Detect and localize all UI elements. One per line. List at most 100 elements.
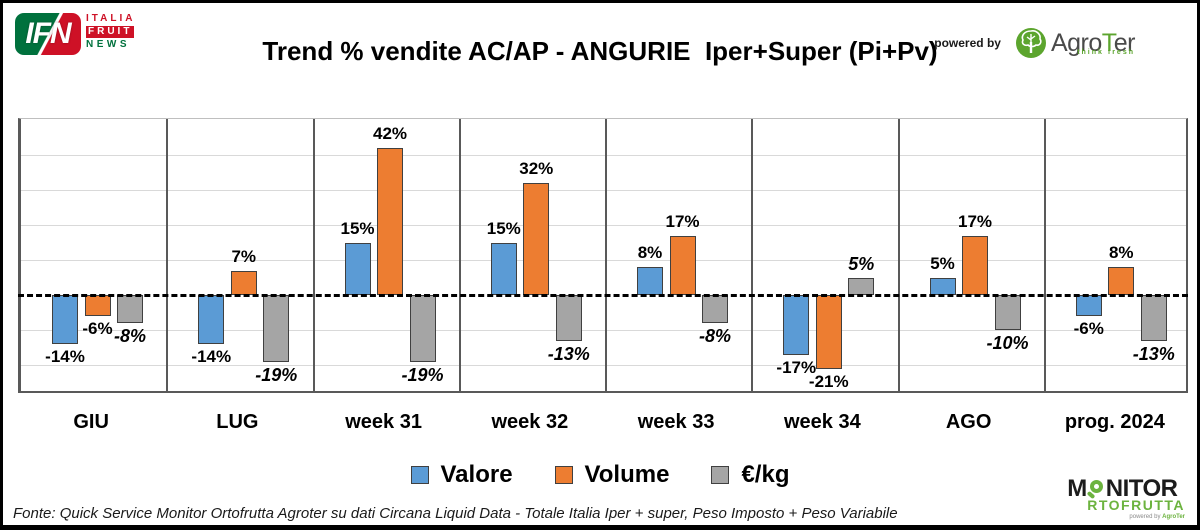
bar-value-label: 32% — [519, 159, 554, 178]
legend-label: €/kg — [741, 461, 790, 488]
bar-value-label: 15% — [340, 218, 375, 238]
bar-€/kg-week 31 — [409, 295, 436, 362]
legend-swatch — [554, 466, 573, 484]
bar-value-label: -21% — [808, 371, 849, 391]
agroter-word-er: er — [1113, 28, 1136, 57]
gridline-10 — [21, 260, 1186, 261]
panel-divider — [605, 119, 607, 391]
bar-value-label: -14% — [191, 347, 232, 366]
bar-value-label: -6% — [1073, 319, 1104, 338]
monitor-logo-powered: powered by AgroTer — [1129, 514, 1185, 520]
bar-value-label: 7% — [231, 246, 257, 266]
bar-value-label: 5% — [848, 253, 875, 274]
agroter-tagline: think fresh — [1077, 48, 1135, 56]
bar-value-label: -17% — [776, 357, 817, 377]
gridline--10 — [21, 330, 1186, 331]
monitor-logo-m: M — [1067, 475, 1087, 502]
bar-Valore-week 32 — [490, 242, 517, 295]
bar-value-label: -19% — [401, 364, 444, 385]
plot-area: -14% -14% 15% 15% 8% -17% 5% -6% -6% 7% 42% 32% 17% -… — [18, 118, 1188, 393]
panel-divider — [1043, 119, 1046, 391]
bar-Valore-week 33 — [637, 267, 663, 295]
bar-Volume-week 32 — [523, 183, 550, 295]
bar-value-label: -8% — [698, 326, 732, 346]
gridline--20 — [21, 365, 1186, 366]
panel-divider — [166, 119, 169, 391]
bar-value-label: 17% — [665, 211, 700, 231]
page-title: Trend % vendite AC/AP - ANGURIE Iper+Sup… — [262, 36, 938, 66]
legend-label: Valore — [440, 461, 513, 488]
bar-€/kg-GIU — [117, 295, 143, 323]
zero-line — [18, 294, 1188, 297]
bar-€/kg-LUG — [263, 295, 290, 362]
bar-Volume-LUG — [230, 270, 257, 295]
legend-label: Volume — [584, 461, 670, 488]
bar-value-label: -13% — [547, 343, 590, 364]
agroter-logo: AgroTer think fresh — [1015, 27, 1136, 59]
gridline-20 — [21, 225, 1186, 226]
ifn-logo-news: NEWS — [86, 39, 130, 50]
bar-Volume-AGO — [962, 235, 988, 295]
agroter-word-t: T — [1101, 28, 1115, 57]
bar-value-label: 17% — [957, 211, 993, 231]
monitor-ortofrutta-logo: M NITOR RTOFRUTTA powered by AgroTer — [1067, 477, 1185, 521]
gridline-40 — [21, 155, 1186, 156]
legend-swatch — [410, 466, 429, 484]
x-axis-label-week 34: week 34 — [784, 411, 861, 433]
ifn-logo-fruit: FRUIT — [86, 26, 135, 38]
panel-divider — [312, 119, 315, 391]
bar-value-label: -19% — [255, 364, 298, 385]
bar-value-label: 42% — [372, 124, 408, 143]
bar-value-label: 15% — [486, 218, 521, 238]
x-axis-label-week 33: week 33 — [637, 411, 715, 433]
bar-€/kg-prog. 2024 — [1140, 295, 1167, 341]
source-note: Fonte: Quick Service Monitor Ortofrutta … — [13, 505, 898, 522]
monitor-logo-line1: M NITOR — [1067, 477, 1185, 501]
legend-item-Valore: Valore — [410, 461, 513, 489]
bar-Volume-week 34 — [815, 295, 842, 369]
bar-Valore-AGO — [929, 277, 956, 295]
bar-value-label: -14% — [45, 347, 85, 366]
legend-item-€/kg: €/kg — [711, 461, 789, 489]
monitor-logo-nitor: NITOR — [1105, 475, 1178, 502]
ifn-logo: IFN ITALIA FRUIT NEWS — [15, 13, 135, 55]
bar-€/kg-AGO — [994, 295, 1021, 330]
powered-by-label: powered by — [934, 36, 1001, 50]
ifn-logo-text: ITALIA FRUIT NEWS — [86, 13, 135, 51]
bar-€/kg-week 33 — [702, 295, 728, 323]
bar-value-label: 8% — [637, 243, 663, 262]
panel-divider — [751, 119, 754, 391]
legend-item-Volume: Volume — [554, 461, 670, 489]
monitor-logo-line2: RTOFRUTTA — [1087, 497, 1185, 513]
x-axis-label-LUG: LUG — [216, 411, 259, 433]
bar-Valore-week 34 — [783, 295, 810, 355]
agroter-wordmark: AgroTer think fresh — [1051, 28, 1136, 57]
x-axis-labels: GIU LUG week 31 week 32 week 33 week 34 AGO pro… — [18, 411, 1188, 434]
bar-Valore-LUG — [198, 295, 225, 344]
magnifier-icon — [1086, 479, 1105, 499]
bar-value-label: -8% — [113, 326, 147, 346]
ifn-logo-badge: IFN — [15, 13, 81, 55]
x-axis-label-week 31: week 31 — [345, 411, 422, 433]
agroter-tree-icon — [1015, 28, 1046, 58]
bar-Volume-prog. 2024 — [1108, 267, 1135, 295]
bar-value-label: -10% — [986, 333, 1029, 353]
bar-€/kg-week 32 — [555, 295, 582, 341]
bar-value-label: 8% — [1108, 243, 1134, 262]
ifn-logo-italia: ITALIA — [86, 13, 136, 24]
bar-Valore-prog. 2024 — [1075, 295, 1102, 316]
powered-by-block: powered by AgroTer think fresh — [934, 27, 1136, 59]
bar-value-label: -6% — [82, 319, 113, 338]
bar-value-label: 5% — [930, 253, 955, 273]
bar-value-label: -13% — [1132, 343, 1175, 364]
legend-swatch — [711, 466, 730, 484]
bar-Valore-week 31 — [344, 242, 371, 295]
legend: Valore Volume €/kg — [3, 461, 1197, 489]
x-axis-label-AGO: AGO — [945, 411, 992, 433]
x-axis-label-prog. 2024: prog. 2024 — [1064, 411, 1165, 433]
bar-€/kg-week 34 — [848, 277, 875, 295]
panel-divider — [897, 119, 900, 391]
bar-Volume-week 31 — [377, 148, 403, 295]
x-axis-label-GIU: GIU — [73, 411, 109, 433]
